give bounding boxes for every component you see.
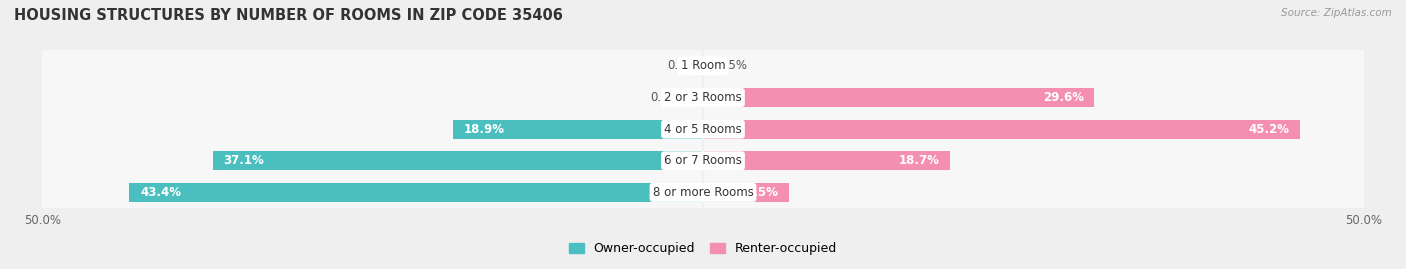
Text: 37.1%: 37.1% bbox=[224, 154, 264, 167]
Bar bbox=[42, 82, 1364, 113]
Text: 8 or more Rooms: 8 or more Rooms bbox=[652, 186, 754, 199]
Text: 18.9%: 18.9% bbox=[464, 123, 505, 136]
Bar bbox=[42, 113, 1364, 145]
Bar bbox=[129, 183, 703, 202]
Bar bbox=[453, 120, 703, 139]
Text: 0.0%: 0.0% bbox=[666, 59, 696, 72]
Text: Source: ZipAtlas.com: Source: ZipAtlas.com bbox=[1281, 8, 1392, 18]
Text: 1 Room: 1 Room bbox=[681, 59, 725, 72]
Text: 2 or 3 Rooms: 2 or 3 Rooms bbox=[664, 91, 742, 104]
Text: 18.7%: 18.7% bbox=[898, 154, 939, 167]
Text: 0.05%: 0.05% bbox=[710, 59, 747, 72]
Bar bbox=[42, 50, 1364, 82]
Text: 0.64%: 0.64% bbox=[651, 91, 688, 104]
Text: 6.5%: 6.5% bbox=[745, 186, 779, 199]
Text: 29.6%: 29.6% bbox=[1043, 91, 1084, 104]
Text: 6 or 7 Rooms: 6 or 7 Rooms bbox=[664, 154, 742, 167]
Bar bbox=[42, 176, 1364, 208]
Bar bbox=[703, 88, 1094, 107]
Text: HOUSING STRUCTURES BY NUMBER OF ROOMS IN ZIP CODE 35406: HOUSING STRUCTURES BY NUMBER OF ROOMS IN… bbox=[14, 8, 562, 23]
Text: 43.4%: 43.4% bbox=[141, 186, 181, 199]
Legend: Owner-occupied, Renter-occupied: Owner-occupied, Renter-occupied bbox=[564, 237, 842, 260]
Bar bbox=[212, 151, 703, 170]
Bar bbox=[695, 88, 703, 107]
Text: 4 or 5 Rooms: 4 or 5 Rooms bbox=[664, 123, 742, 136]
Bar bbox=[703, 151, 950, 170]
Bar bbox=[42, 145, 1364, 176]
Bar bbox=[703, 120, 1301, 139]
Text: 45.2%: 45.2% bbox=[1249, 123, 1289, 136]
Bar bbox=[703, 183, 789, 202]
